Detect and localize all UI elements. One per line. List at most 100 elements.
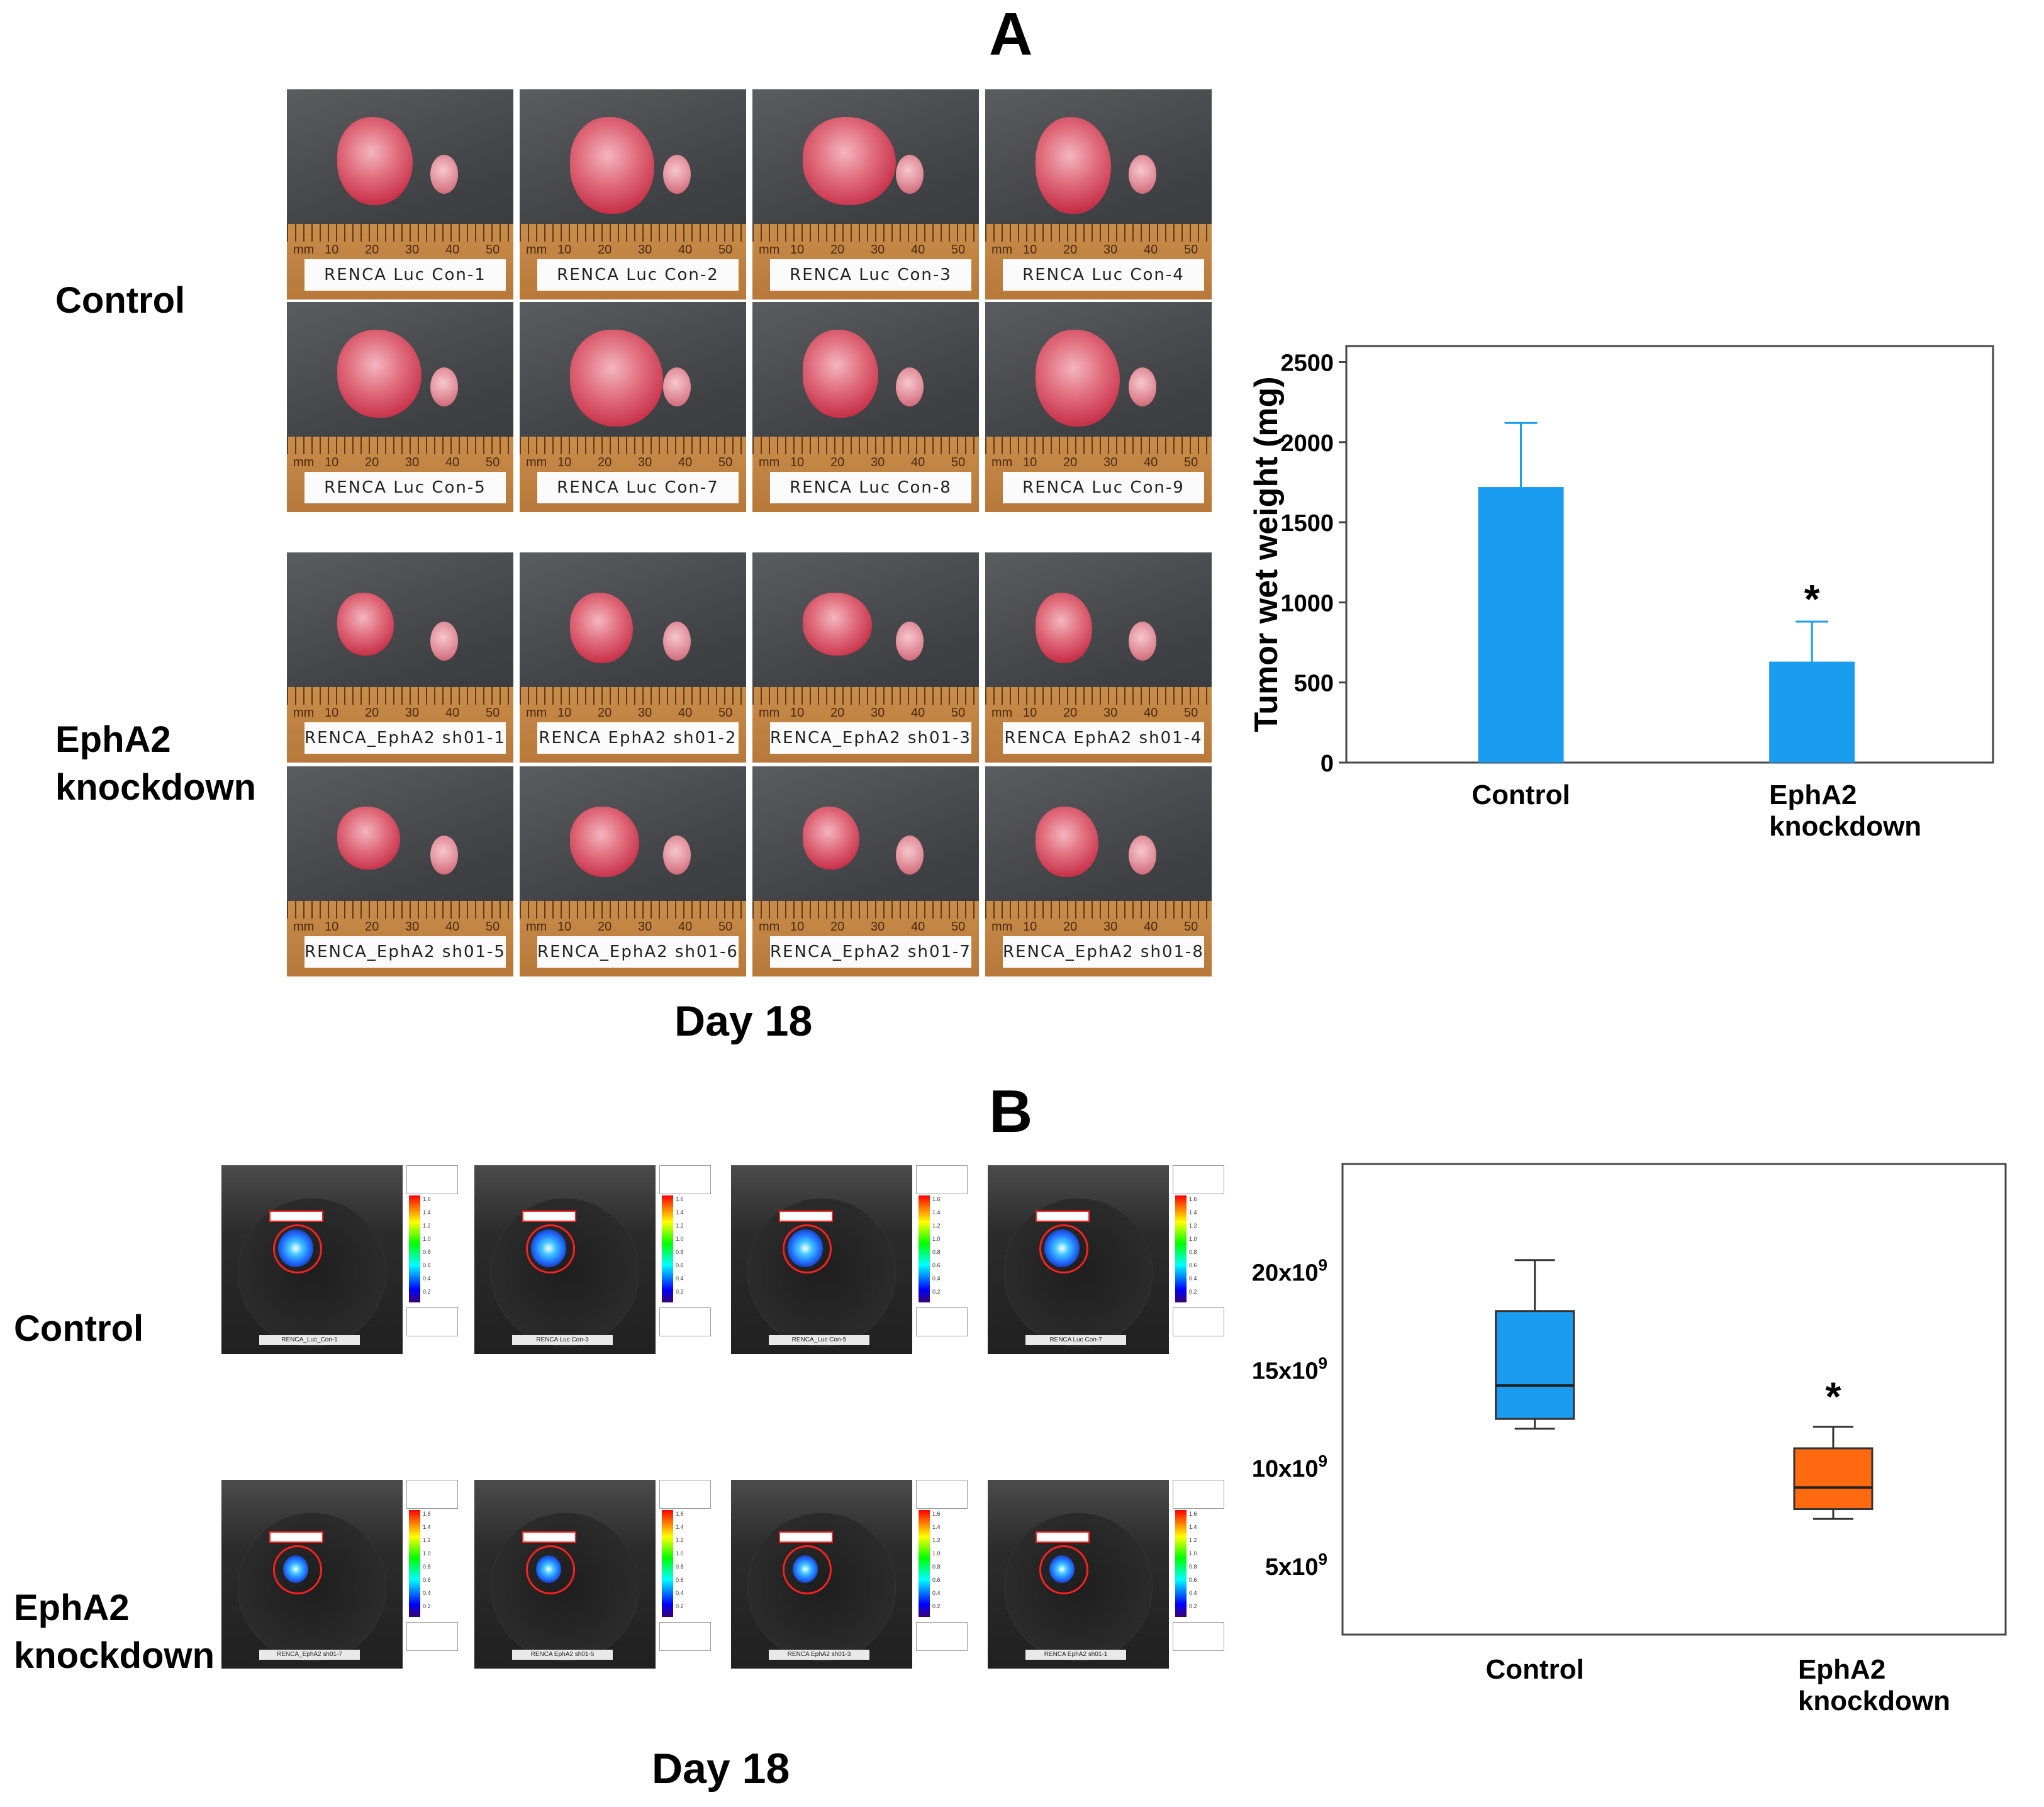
tumor-photo-control-8: mm 10 20 30 40 50 RENCA Luc Con-9 <box>985 302 1212 512</box>
tumor-specimen <box>570 593 633 663</box>
roi-circle <box>273 1545 322 1594</box>
specimen-label: RENCA EphA2 sh01-4 <box>1003 722 1204 754</box>
bar-knockdown <box>1769 661 1855 763</box>
roi-tag <box>779 1531 833 1543</box>
bioluminescence-caption: RENCA EphA2 sh01-3 <box>769 1650 869 1660</box>
tumor-specimen <box>570 807 639 877</box>
panel-b-letter: B <box>989 1078 1033 1145</box>
roi-circle <box>273 1224 322 1273</box>
specimen-label: RENCA Luc Con-3 <box>770 259 971 291</box>
tumor-specimen <box>803 117 896 205</box>
y-tick-label: 10x109 <box>1252 1452 1327 1482</box>
image-info-box <box>659 1165 711 1194</box>
specimen-label: RENCA Luc Con-9 <box>1003 472 1204 503</box>
bioluminescence-image-control-2: RENCA Luc Con-3 1.6 1.4 1.2 1.0 0.8 0.6 0.4 0.2 <box>474 1165 729 1407</box>
specimen-label: RENCA Luc Con-8 <box>770 472 971 503</box>
bioluminescence-image-control-4: RENCA Luc Con-7 1.6 1.4 1.2 1.0 0.8 0.6 0.4 0.2 <box>988 1165 1242 1407</box>
image-info-box <box>659 1480 711 1509</box>
image-info-box <box>916 1480 968 1509</box>
y-tick-label: 20x109 <box>1252 1255 1327 1286</box>
color-scale-bar <box>919 1510 930 1617</box>
bioluminescence-box-chart: 5x10910x10915x10920x109Control*EphA2knoc… <box>1252 1163 2007 1716</box>
tumor-specimen <box>803 330 878 418</box>
contralateral-kidney <box>663 155 691 194</box>
contralateral-kidney <box>896 367 924 406</box>
roi-circle <box>526 1224 575 1273</box>
tumor-specimen <box>1036 593 1092 663</box>
bar-control <box>1478 487 1564 763</box>
y-axis-label: Tumor wet weight (mg) <box>1248 376 1285 732</box>
bioluminescence-caption: RENCA Luc Con-7 <box>1025 1335 1126 1345</box>
image-info-box <box>406 1480 458 1509</box>
contralateral-kidney <box>1129 367 1156 406</box>
bioluminescence-caption: RENCA_EphA2 sh01-7 <box>259 1650 360 1660</box>
bioluminescence-image-knockdown-1: RENCA_EphA2 sh01-7 1.6 1.4 1.2 1.0 0.8 0.6 0.4 0… <box>221 1480 476 1721</box>
tumor-photo-knockdown-7: mm 10 20 30 40 50 RENCA_EphA2 sh01-7 <box>752 766 979 976</box>
panel-b-knockdown-label: EphA2 knockdown <box>14 1587 215 1676</box>
plot-frame <box>1341 1163 2007 1636</box>
petri-dish <box>238 1198 386 1346</box>
petri-dish <box>491 1198 639 1346</box>
tumor-specimen <box>337 117 413 205</box>
x-category-label: knockdown <box>1798 1686 1950 1716</box>
y-tick-label: 0 <box>1321 751 1334 777</box>
color-scale-ticks: 1.6 1.4 1.2 1.0 0.8 0.6 0.4 0.2 <box>676 1196 684 1295</box>
y-tick-exponent: 9 <box>1319 1452 1327 1470</box>
roi-circle <box>526 1545 575 1594</box>
color-scale-ticks: 1.6 1.4 1.2 1.0 0.8 0.6 0.4 0.2 <box>932 1511 941 1609</box>
y-tick-label: 1000 <box>1280 590 1334 617</box>
roi-tag <box>522 1531 576 1543</box>
tumor-specimen <box>1036 117 1111 214</box>
contralateral-kidney <box>1129 836 1156 875</box>
bioluminescence-image-knockdown-2: RENCA EphA2 sh01-5 1.6 1.4 1.2 1.0 0.8 0.6 0.4 0… <box>474 1480 729 1721</box>
color-scale-bar <box>919 1195 930 1302</box>
specimen-label: RENCA_EphA2 sh01-1 <box>304 722 506 754</box>
color-scale-bar <box>662 1510 673 1617</box>
y-tick-base: 5x10 <box>1265 1554 1319 1580</box>
roi-tag <box>779 1211 833 1222</box>
box-control <box>1495 1310 1575 1420</box>
color-scale-ticks: 1.6 1.4 1.2 1.0 0.8 0.6 0.4 0.2 <box>423 1511 431 1609</box>
tumor-photo-knockdown-5: mm 10 20 30 40 50 RENCA_EphA2 sh01-5 <box>287 766 513 976</box>
specimen-label: RENCA_EphA2 sh01-3 <box>770 722 971 754</box>
contralateral-kidney <box>430 836 458 875</box>
plot-frame <box>1345 345 1994 764</box>
tumor-photo-control-1: mm 10 20 30 40 50 RENCA Luc Con-1 <box>287 89 513 299</box>
panel-a-day-label: Day 18 <box>674 997 813 1045</box>
y-tick-label: 2000 <box>1280 430 1334 457</box>
y-tick-exponent: 9 <box>1319 1353 1327 1372</box>
contralateral-kidney <box>663 836 691 875</box>
specimen-label: RENCA_EphA2 sh01-6 <box>537 936 739 968</box>
panel-a-letter: A <box>989 1 1033 68</box>
contralateral-kidney <box>1129 155 1156 194</box>
y-tick-exponent: 9 <box>1319 1550 1327 1569</box>
tumor-photo-control-3: mm 10 20 30 40 50 RENCA Luc Con-3 <box>752 89 979 299</box>
specimen-label: RENCA_EphA2 sh01-5 <box>304 936 506 968</box>
roi-circle <box>783 1224 832 1273</box>
contralateral-kidney <box>663 367 691 406</box>
specimen-label: RENCA Luc Con-2 <box>537 259 739 291</box>
specimen-label: RENCA EphA2 sh01-2 <box>537 722 739 754</box>
significance-marker: * <box>1826 1374 1841 1419</box>
color-bar-info-box <box>659 1307 711 1336</box>
color-bar-info-box <box>916 1307 968 1336</box>
tumor-photo-knockdown-4: mm 10 20 30 40 50 RENCA EphA2 sh01-4 <box>985 552 1212 763</box>
y-tick-label: 5x109 <box>1265 1550 1327 1580</box>
color-bar-info-box <box>1173 1307 1224 1336</box>
bioluminescence-caption: RENCA EphA2 sh01-1 <box>1025 1650 1126 1660</box>
bioluminescence-caption: RENCA_Luc_Con-1 <box>259 1335 360 1345</box>
color-bar-info-box <box>659 1622 711 1651</box>
contralateral-kidney <box>896 622 924 661</box>
contralateral-kidney <box>430 367 458 406</box>
specimen-label: RENCA Luc Con-5 <box>304 472 506 503</box>
roi-tag <box>1036 1211 1090 1222</box>
box-knockdown <box>1793 1447 1874 1511</box>
tumor-specimen <box>570 330 663 427</box>
tumor-photo-control-4: mm 10 20 30 40 50 RENCA Luc Con-4 <box>985 89 1212 299</box>
tumor-specimen <box>337 330 422 418</box>
roi-tag <box>269 1211 323 1222</box>
tumor-specimen <box>337 807 400 870</box>
color-bar-info-box <box>406 1622 458 1651</box>
tumor-photo-control-6: mm 10 20 30 40 50 RENCA Luc Con-7 <box>520 302 746 512</box>
y-tick-base: 15x10 <box>1252 1358 1319 1384</box>
